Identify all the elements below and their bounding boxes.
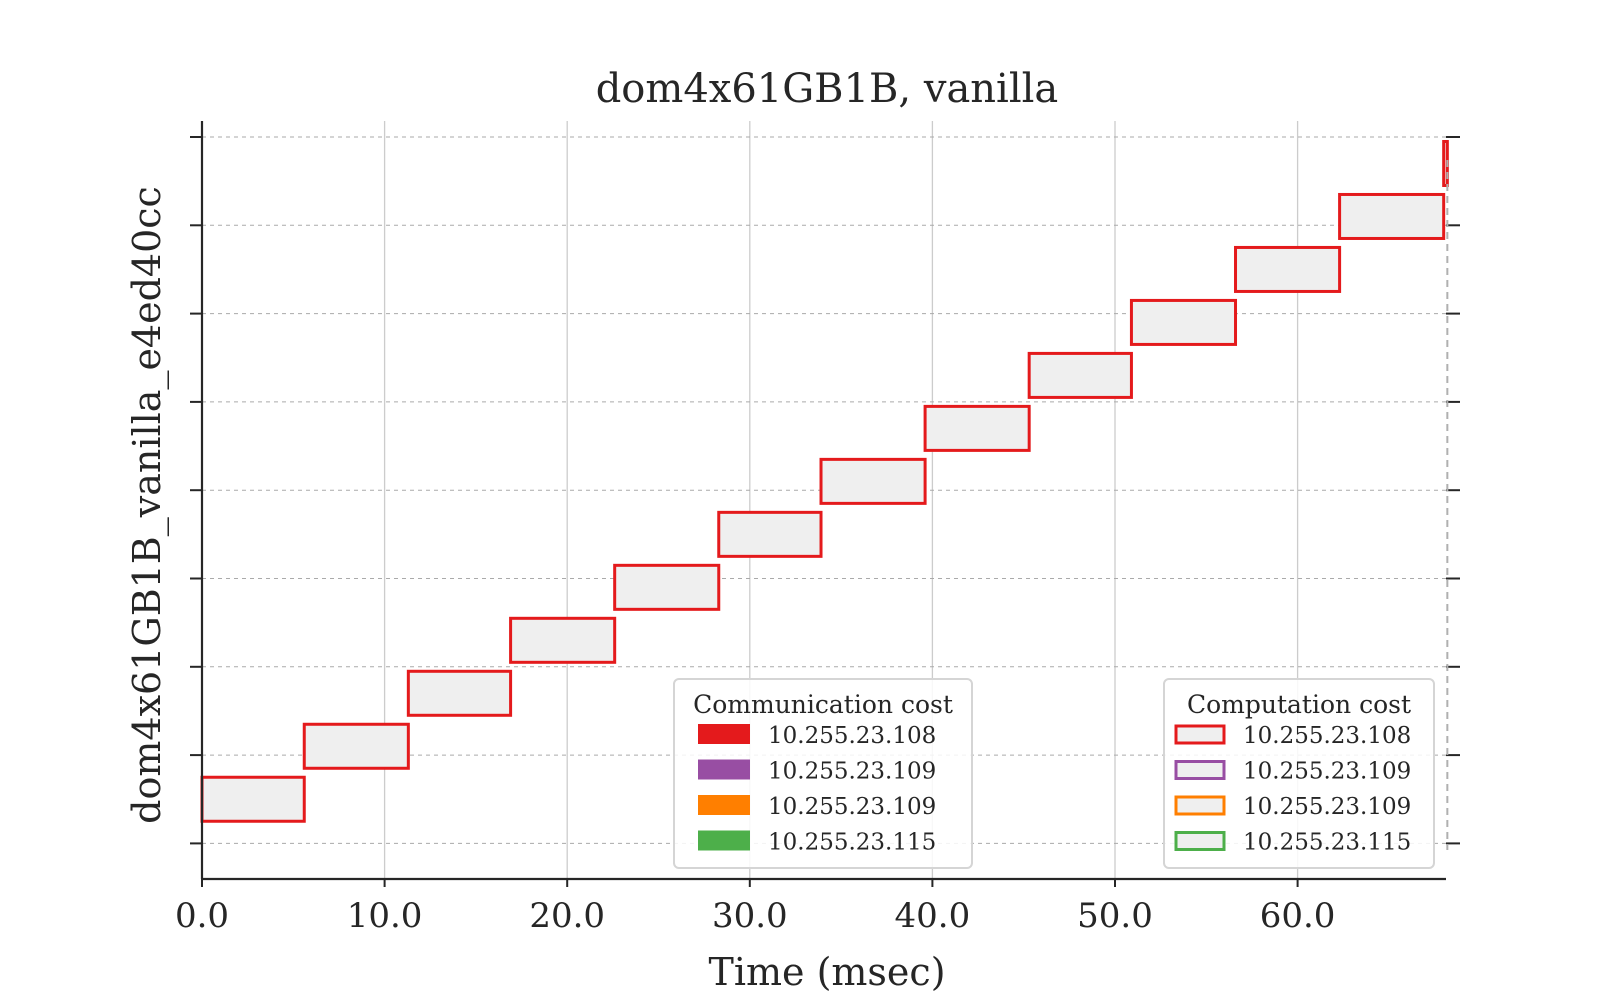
legend-entry-label: 10.255.23.108: [1243, 723, 1411, 749]
computation-bar: [1338, 192, 1446, 240]
legend-swatch: [698, 830, 750, 851]
computation-bar: [200, 775, 306, 823]
legend-entry-label: 10.255.23.109: [1243, 759, 1411, 785]
legend-entry-label: 10.255.23.109: [1243, 794, 1411, 820]
x-tick-label: 20.0: [529, 896, 605, 936]
legend-swatch: [1174, 795, 1226, 816]
computation-bar: [1129, 298, 1238, 346]
legend-swatch: [1174, 760, 1226, 780]
legend-swatch: [1174, 724, 1226, 745]
y-axis-label: dom4x61GB1B_vanilla_e4ed40cc: [125, 186, 170, 824]
chart-title: dom4x61GB1B, vanilla: [596, 66, 1059, 112]
legend-entry-label: 10.255.23.109: [768, 794, 936, 820]
legend-swatch: [698, 759, 750, 780]
computation-bar: [819, 457, 927, 505]
computation-bar: [302, 722, 410, 770]
legend-title: Computation cost: [1187, 690, 1411, 719]
computation-bar: [613, 563, 721, 611]
legend-swatch: [698, 795, 750, 815]
bars: [200, 139, 1449, 823]
legend-title: Communication cost: [693, 690, 953, 719]
x-axis-label: Time (msec): [708, 950, 945, 994]
computation-bar: [923, 404, 1031, 452]
computation-bar: [406, 669, 513, 717]
legend-computation-cost: Computation cost 10.255.23.108 10.255.23.1…: [1163, 678, 1435, 869]
computation-bar: [717, 510, 823, 558]
legend-communication-cost: Communication cost 10.255.23.108 10.255.23…: [673, 678, 973, 869]
computation-bar: [1027, 351, 1133, 399]
x-tick-label: 40.0: [895, 896, 971, 936]
legend-frame: [1163, 678, 1435, 869]
legend-entry-label: 10.255.23.115: [768, 830, 936, 856]
legend-entry-label: 10.255.23.109: [768, 759, 936, 785]
axes: 0.0 10.0 20.0 30.0 40.0 50.0 60.0: [175, 121, 1460, 936]
x-tick-label: 0.0: [175, 896, 229, 936]
legend-entry-label: 10.255.23.115: [1243, 830, 1411, 856]
x-tick-label: 10.0: [347, 896, 423, 936]
computation-bar: [1234, 245, 1342, 293]
legends: Communication cost 10.255.23.108 10.255.23…: [673, 678, 1435, 869]
computation-bar: [509, 616, 617, 664]
x-tick-label: 50.0: [1077, 896, 1153, 936]
legend-entry-label: 10.255.23.108: [768, 723, 936, 749]
x-tick-label: 60.0: [1260, 896, 1336, 936]
x-tick-label: 30.0: [712, 896, 788, 936]
legend-swatch: [1174, 831, 1226, 851]
legend-swatch: [698, 724, 750, 744]
